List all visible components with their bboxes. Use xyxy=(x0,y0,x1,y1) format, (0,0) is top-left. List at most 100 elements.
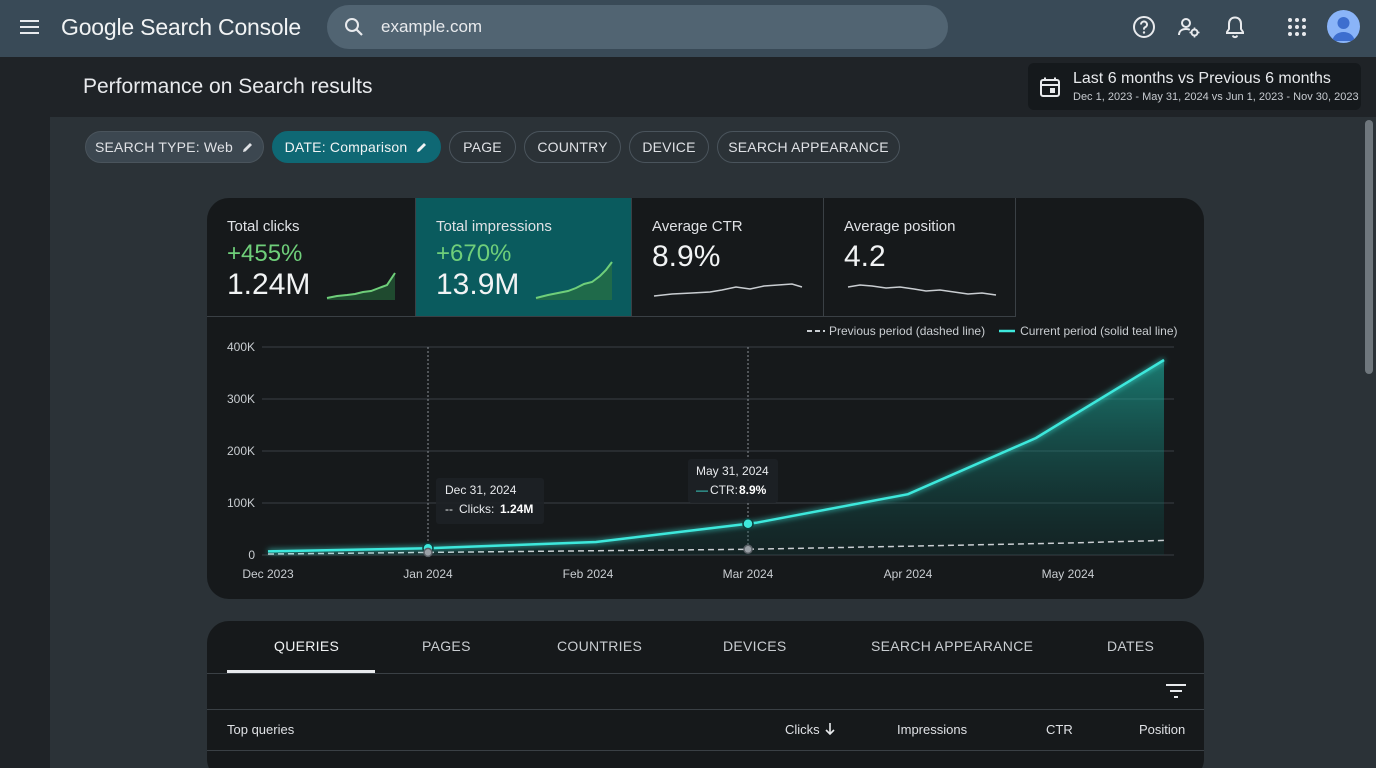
current-period-area xyxy=(268,360,1164,555)
header-clicks-label: Clicks xyxy=(785,722,820,737)
tab-pages[interactable]: PAGES xyxy=(422,638,471,654)
metric-delta: +455% xyxy=(227,240,303,267)
y-tick-label: 400K xyxy=(227,340,255,354)
legend-previous: Previous period (dashed line) xyxy=(829,324,986,338)
brand-google: Google xyxy=(61,14,134,40)
tab-dates[interactable]: DATES xyxy=(1107,638,1155,654)
metric-total-impressions[interactable]: Total impressions +670% 13.9M xyxy=(416,198,632,317)
brand-product: Search Console xyxy=(140,14,302,40)
chip-label: DATE: Comparison xyxy=(284,139,408,155)
performance-chart[interactable]: 0 100K 200K 300K 400K Dec 2023 Jan 2024 Feb 202… xyxy=(207,198,1204,599)
header-impressions[interactable]: Impressions xyxy=(897,722,968,737)
x-tick-label: Jan 2024 xyxy=(403,567,453,581)
metric-label: Average position xyxy=(844,218,956,235)
tooltip-value: 8.9% xyxy=(739,483,767,497)
date-range-label: Last 6 months vs Previous 6 months xyxy=(1073,70,1331,87)
previous-point-marker xyxy=(423,547,433,558)
y-tick-label: 100K xyxy=(227,496,255,510)
chip-label: DEVICE xyxy=(642,139,696,155)
chip-label: COUNTRY xyxy=(537,139,608,155)
date-range-detail: Dec 1, 2023 - May 31, 2024 vs Jun 1, 202… xyxy=(1073,91,1359,103)
legend-dashed-icon xyxy=(807,330,825,332)
metric-value: 4.2 xyxy=(844,240,886,273)
tooltip-clicks: Dec 31, 2024 -- Clicks: 1.24M xyxy=(436,478,544,524)
toolbar-divider xyxy=(207,709,1204,710)
tab-divider xyxy=(207,673,1204,674)
filter-chip-page[interactable]: PAGE xyxy=(449,131,516,163)
apps-grid-icon[interactable] xyxy=(1284,14,1310,40)
filter-list-icon[interactable] xyxy=(1166,683,1186,699)
date-range-selector[interactable]: Last 6 months vs Previous 6 months Dec 1… xyxy=(1028,63,1361,110)
header-ctr[interactable]: CTR xyxy=(1046,722,1073,737)
previous-point-marker xyxy=(743,544,753,555)
product-logo[interactable]: Google Search Console xyxy=(61,14,301,41)
x-tick-label: Dec 2023 xyxy=(242,567,294,581)
x-tick-label: May 2024 xyxy=(1042,567,1095,581)
y-tick-label: 300K xyxy=(227,392,255,406)
chip-label: PAGE xyxy=(463,139,502,155)
tooltip-date: May 31, 2024 xyxy=(696,464,769,478)
account-icon xyxy=(1332,17,1355,41)
metric-average-position[interactable]: Average position 4.2 xyxy=(824,198,1016,317)
tooltip-prefix: -- xyxy=(445,502,453,516)
metric-label: Average CTR xyxy=(652,218,743,235)
search-input[interactable] xyxy=(381,13,921,41)
metric-total-clicks[interactable]: Total clicks +455% 1.24M xyxy=(207,198,416,317)
filter-chip-device[interactable]: DEVICE xyxy=(629,131,709,163)
tab-search-appearance[interactable]: SEARCH APPEARANCE xyxy=(871,638,1034,654)
search-icon xyxy=(345,18,363,36)
sparkline-clicks xyxy=(326,272,396,300)
header-top-queries: Top queries xyxy=(227,722,295,737)
y-tick-label: 0 xyxy=(248,548,255,562)
header-position[interactable]: Position xyxy=(1139,722,1186,737)
sort-down-icon xyxy=(825,723,835,736)
metric-average-ctr[interactable]: Average CTR 8.9% xyxy=(632,198,824,317)
tooltip-label: CTR: xyxy=(710,483,738,497)
legend-current: Current period (solid teal line) xyxy=(1020,324,1178,338)
chart-legend: Previous period (dashed line) Current pe… xyxy=(807,324,1178,338)
scrollbar-thumb[interactable] xyxy=(1365,120,1373,374)
filter-chip-date[interactable]: DATE: Comparison xyxy=(272,131,441,163)
help-icon[interactable] xyxy=(1131,14,1157,40)
sparkline-position xyxy=(847,284,997,296)
sparkline-impressions xyxy=(535,261,613,300)
metric-value: 1.24M xyxy=(227,268,311,301)
menu-icon[interactable] xyxy=(20,16,46,40)
manage-users-icon[interactable] xyxy=(1176,14,1202,40)
active-tab-indicator xyxy=(227,670,375,673)
metric-value: 13.9M xyxy=(436,268,520,301)
metric-label: Total clicks xyxy=(227,218,300,235)
avatar[interactable] xyxy=(1327,10,1360,43)
x-tick-label: Mar 2024 xyxy=(723,567,774,581)
performance-card: Total clicks +455% 1.24M Total impressio… xyxy=(207,198,1204,599)
edit-icon xyxy=(243,142,253,152)
x-tick-label: Apr 2024 xyxy=(884,567,933,581)
current-point-marker xyxy=(742,518,754,530)
search-bar[interactable] xyxy=(327,5,948,49)
metric-value: 8.9% xyxy=(652,240,721,273)
tab-devices[interactable]: DEVICES xyxy=(723,638,787,654)
y-tick-label: 200K xyxy=(227,444,255,458)
tooltip-prefix: — xyxy=(696,483,708,497)
tooltip-value: 1.24M xyxy=(500,502,533,516)
tab-queries[interactable]: QUERIES xyxy=(274,638,340,654)
tooltip-date: Dec 31, 2024 xyxy=(445,483,517,497)
metric-label: Total impressions xyxy=(436,218,552,235)
calendar-icon xyxy=(1040,77,1060,97)
x-tick-label: Feb 2024 xyxy=(563,567,614,581)
legend-solid-icon xyxy=(999,329,1016,333)
header-divider xyxy=(207,750,1204,751)
top-app-bar: Google Search Console xyxy=(0,0,1376,57)
filter-chip-country[interactable]: COUNTRY xyxy=(524,131,621,163)
sparkline-ctr xyxy=(653,283,803,297)
chip-label: SEARCH APPEARANCE xyxy=(728,139,889,155)
notifications-icon[interactable] xyxy=(1222,14,1248,40)
header-clicks[interactable]: Clicks xyxy=(785,722,835,737)
filter-chip-search-type[interactable]: SEARCH TYPE: Web xyxy=(85,131,264,163)
metric-delta: +670% xyxy=(436,240,512,267)
filter-chip-search-appearance[interactable]: SEARCH APPEARANCE xyxy=(717,131,900,163)
page-title: Performance on Search results xyxy=(83,75,373,98)
tab-countries[interactable]: COUNTRIES xyxy=(557,638,643,654)
table-card: QUERIES PAGES COUNTRIES DEVICES SEARCH A… xyxy=(207,621,1204,768)
chip-label: SEARCH TYPE: Web xyxy=(94,139,234,155)
